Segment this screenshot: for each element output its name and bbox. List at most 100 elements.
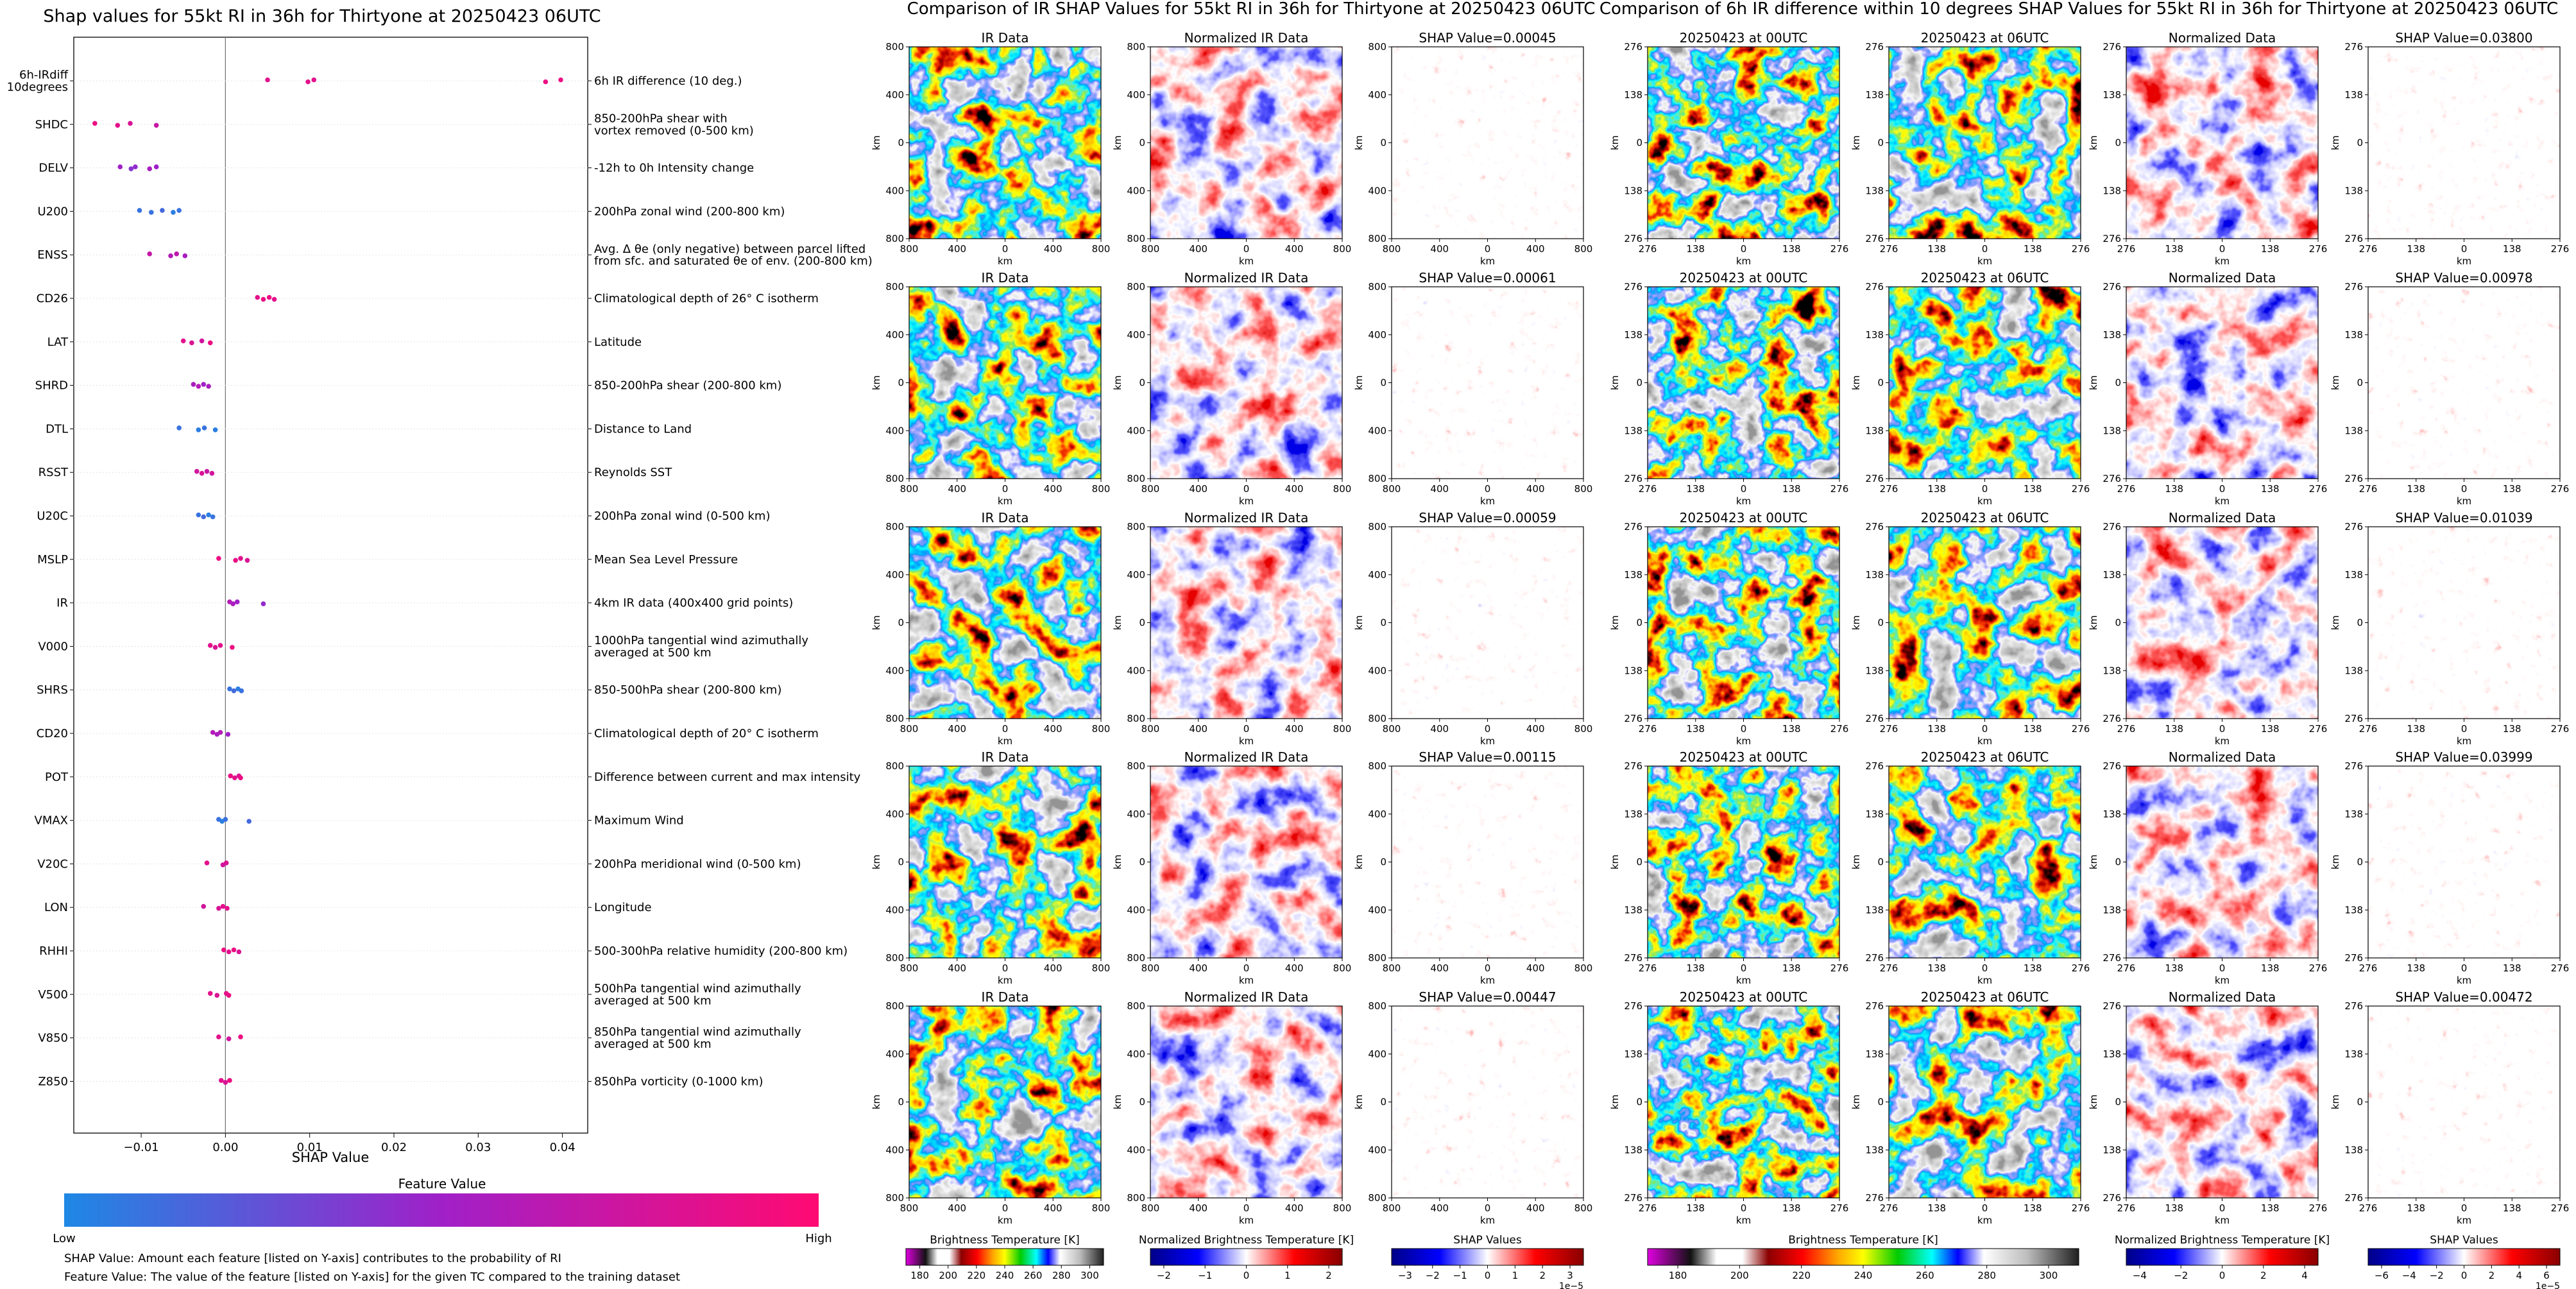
map-y-tick-label: 276	[2344, 281, 2363, 293]
map-x-axis-label: km	[2215, 1215, 2230, 1226]
map-y-tick-label: 138	[2344, 425, 2363, 436]
feature-description: 4km IR data (400x400 grid points)	[594, 597, 793, 610]
map-y-tick-label: 0	[898, 1097, 904, 1108]
map-panel-title: IR Data	[982, 270, 1029, 286]
map-x-tick-label: 0	[2219, 243, 2226, 255]
map-y-tick-label: 138	[2344, 329, 2363, 341]
map-x-tick-label: 138	[1927, 723, 1946, 735]
map-x-tick-label: 276	[2309, 723, 2328, 735]
map-x-axis-label: km	[2215, 975, 2230, 986]
map-x-tick-label: 276	[1830, 1202, 1849, 1214]
map-y-tick-label: 800	[1368, 233, 1386, 244]
colorbar-tick-label: −1	[1198, 1270, 1212, 1281]
map-y-tick-label: 138	[2103, 1048, 2121, 1060]
map-y-tick-label: 138	[1624, 1048, 1642, 1060]
map-y-tick-label: 138	[1865, 569, 1884, 581]
map-panel: Normalized IR Data8008004004000040040080…	[1112, 510, 1351, 747]
map-y-tick-label: 0	[2357, 1097, 2363, 1108]
map-x-axis-label: km	[1480, 495, 1495, 507]
shap-point	[226, 949, 232, 955]
shap-point	[228, 773, 234, 779]
map-x-tick-label: 400	[1526, 723, 1545, 735]
map-y-axis-label: km	[1609, 135, 1621, 150]
feature-description: Difference between current and max inten…	[594, 771, 861, 784]
map-x-tick-label: 138	[1686, 1202, 1705, 1214]
map-x-tick-label: 0	[2461, 243, 2468, 255]
map-panel: 20250423 at 00UTC27627613813800138138276…	[1609, 30, 1848, 267]
map-y-tick-label: 400	[1368, 329, 1386, 341]
map-y-axis-label: km	[2330, 615, 2341, 630]
colorbar-tick-label: 300	[2040, 1270, 2058, 1281]
map-x-tick-label: 276	[1639, 1202, 1657, 1214]
map-x-tick-label: 800	[1141, 962, 1160, 974]
map-x-tick-label: 0	[2219, 962, 2226, 974]
map-y-tick-label: 0	[1636, 617, 1642, 629]
map-y-tick-label: 800	[1127, 521, 1145, 533]
feature-label: LAT	[47, 336, 69, 349]
feature-label: 6h-IRdiff 10degrees	[7, 69, 69, 94]
shap-point	[212, 427, 218, 432]
shap-point	[212, 645, 218, 650]
map-x-tick-label: 276	[2072, 1202, 2090, 1214]
shap-point	[207, 643, 213, 648]
feature-label: U20C	[37, 509, 68, 523]
map-panel: Normalized Data2762761381380013813827627…	[2088, 749, 2327, 986]
map-y-tick-label: 800	[1368, 713, 1386, 724]
map-y-tick-label: 0	[2357, 137, 2363, 149]
map-y-tick-label: 276	[1865, 713, 1884, 724]
shap-point	[236, 949, 242, 955]
map-y-tick-label: 400	[1127, 425, 1145, 436]
map-x-tick-label: 800	[1333, 1202, 1352, 1214]
map-y-tick-label: 138	[2344, 185, 2363, 196]
map-x-tick-label: 138	[1686, 483, 1705, 495]
map-y-axis-label: km	[1850, 135, 1862, 150]
map-y-tick-label: 0	[1139, 857, 1145, 868]
map-x-tick-label: 800	[900, 483, 919, 495]
x-tick-label: −0.01	[123, 1141, 158, 1154]
map-image	[1150, 287, 1342, 479]
feature-description: Avg. Δ θe (only negative) between parcel…	[594, 243, 873, 268]
map-y-tick-label: 276	[1865, 1000, 1884, 1012]
map-y-tick-label: 138	[2103, 1144, 2121, 1156]
map-y-tick-label: 400	[1127, 89, 1145, 101]
map-x-tick-label: 276	[1830, 723, 1849, 735]
map-y-tick-label: 400	[1368, 425, 1386, 436]
shap-point	[214, 993, 220, 998]
map-panel: Normalized IR Data8008004004000040040080…	[1112, 30, 1351, 267]
map-x-tick-label: 138	[2261, 483, 2280, 495]
shap-note-2: Feature Value: The value of the feature …	[64, 1270, 680, 1284]
map-panel: Normalized Data2762761381380013813827627…	[2088, 30, 2327, 267]
map-y-tick-label: 800	[885, 521, 904, 533]
map-x-tick-label: 800	[1141, 483, 1160, 495]
map-x-tick-label: 0	[1002, 243, 1009, 255]
map-x-tick-label: 800	[1092, 962, 1111, 974]
map-x-tick-label: 400	[1285, 723, 1304, 735]
map-x-tick-label: 138	[2407, 1202, 2425, 1214]
map-y-tick-label: 276	[2103, 473, 2121, 484]
shap-point	[137, 208, 142, 213]
map-y-tick-label: 138	[1624, 904, 1642, 916]
x-tick-label: 0.00	[212, 1141, 238, 1154]
shap-point	[260, 296, 266, 302]
map-x-tick-label: 276	[2551, 962, 2570, 974]
map-x-tick-label: 0	[1485, 962, 1491, 974]
map-x-tick-label: 800	[1141, 723, 1160, 735]
map-y-tick-label: 276	[1624, 713, 1642, 724]
map-y-tick-label: 138	[2103, 329, 2121, 341]
map-x-tick-label: 0	[1243, 723, 1250, 735]
shap-point	[244, 558, 250, 563]
map-image	[1889, 766, 2081, 958]
colorbar-tick-label: 220	[1792, 1270, 1811, 1281]
map-x-tick-label: 800	[1574, 962, 1593, 974]
shap-point	[227, 686, 232, 692]
map-x-tick-label: 800	[1574, 1202, 1593, 1214]
map-y-tick-label: 276	[2344, 760, 2363, 772]
map-y-axis-label: km	[1112, 135, 1123, 150]
map-y-tick-label: 800	[885, 41, 904, 53]
map-y-tick-label: 276	[1865, 473, 1884, 484]
map-y-tick-label: 400	[885, 665, 904, 676]
map-y-tick-label: 400	[885, 329, 904, 341]
map-x-axis-label: km	[2457, 975, 2471, 986]
x-tick-label: 0.02	[381, 1141, 407, 1154]
map-x-tick-label: 800	[1141, 1202, 1160, 1214]
